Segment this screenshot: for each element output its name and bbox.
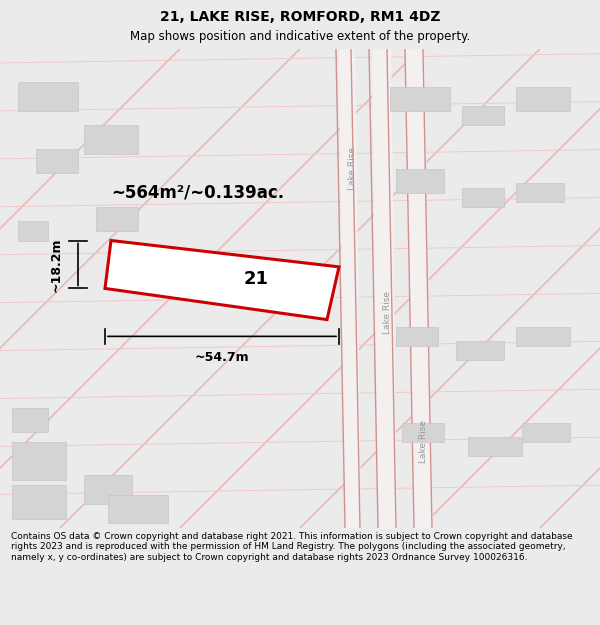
Bar [36, 149, 78, 173]
Bar [12, 408, 48, 432]
Text: Contains OS data © Crown copyright and database right 2021. This information is : Contains OS data © Crown copyright and d… [11, 532, 572, 562]
Bar [18, 221, 48, 241]
Bar [396, 169, 444, 192]
Bar [84, 476, 132, 504]
Text: 21, LAKE RISE, ROMFORD, RM1 4DZ: 21, LAKE RISE, ROMFORD, RM1 4DZ [160, 10, 440, 24]
Bar [516, 183, 564, 202]
Bar [12, 485, 66, 519]
Polygon shape [105, 241, 339, 319]
Bar [108, 494, 168, 523]
Text: 21: 21 [244, 270, 269, 288]
Text: Lake Rise: Lake Rise [383, 291, 392, 334]
Bar [462, 188, 504, 207]
Bar [522, 422, 570, 442]
Bar [516, 87, 570, 111]
Bar [468, 437, 522, 456]
Bar [12, 442, 66, 480]
Text: ~54.7m: ~54.7m [194, 351, 250, 364]
Bar [516, 327, 570, 346]
Text: ~18.2m: ~18.2m [50, 238, 63, 292]
Text: Lake Rise: Lake Rise [419, 421, 427, 463]
Text: Lake Rise: Lake Rise [348, 147, 357, 190]
Bar [390, 87, 450, 111]
Text: Map shows position and indicative extent of the property.: Map shows position and indicative extent… [130, 30, 470, 43]
Bar [96, 207, 138, 231]
Bar [18, 82, 78, 111]
Bar [402, 422, 444, 442]
Bar [462, 106, 504, 126]
Text: ~564m²/~0.139ac.: ~564m²/~0.139ac. [112, 184, 284, 201]
Bar [84, 126, 138, 154]
Bar [456, 341, 504, 361]
Bar [396, 327, 438, 346]
